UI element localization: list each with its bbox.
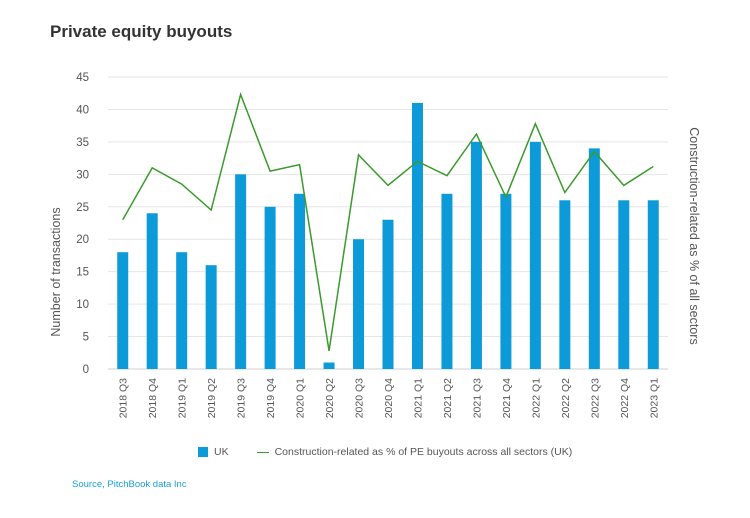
x-tick-label: 2021 Q4	[501, 378, 513, 418]
bar-uk	[529, 141, 541, 369]
source-note: Source, PitchBook data Inc	[72, 479, 187, 490]
bar-uk	[117, 252, 129, 369]
y-tick-label: 25	[76, 202, 89, 214]
y-tick-label: 30	[76, 169, 89, 181]
x-tick-label: 2021 Q2	[442, 378, 454, 418]
bar-uk	[618, 200, 630, 369]
x-tick-label: 2019 Q3	[236, 378, 248, 418]
bar-uk	[647, 200, 659, 369]
x-tick-label: 2018 Q4	[147, 378, 159, 418]
bar-uk	[176, 252, 188, 369]
x-tick-label: 2023 Q1	[648, 378, 660, 418]
x-tick-label: 2020 Q3	[354, 378, 366, 418]
y-tick-label: 0	[83, 364, 89, 376]
line-construction-share	[122, 92, 654, 351]
x-tick-label: 2020 Q4	[383, 378, 395, 418]
y-tick-label: 5	[83, 332, 89, 344]
bar-uk	[235, 174, 247, 369]
bar-uk	[411, 102, 423, 369]
legend-item-uk: UK	[198, 446, 229, 458]
bar-uk	[588, 148, 600, 369]
bar-uk	[559, 200, 571, 369]
y-tick-label: 45	[76, 72, 89, 84]
bar-uk	[441, 193, 453, 369]
legend-label-uk: UK	[214, 446, 229, 458]
x-tick-label: 2018 Q3	[118, 378, 130, 418]
y-tick-label: 20	[76, 234, 89, 246]
y-tick-label: 15	[76, 267, 89, 279]
legend-swatch-bar	[198, 447, 208, 457]
bar-uk	[323, 362, 335, 369]
x-tick-label: 2022 Q1	[530, 378, 542, 418]
x-tick-label: 2022 Q3	[589, 378, 601, 418]
bar-uk	[353, 239, 365, 369]
legend-swatch-line	[256, 451, 269, 453]
bar-uk	[294, 193, 306, 369]
x-tick-label: 2022 Q4	[619, 378, 631, 418]
bar-uk	[146, 213, 158, 369]
bar-uk	[470, 141, 482, 369]
chart-title: Private equity buyouts	[50, 22, 233, 41]
y-tick-label: 35	[76, 137, 89, 149]
legend-item-line: Construction-related as % of PE buyouts …	[256, 446, 573, 458]
bar-uk	[500, 193, 512, 369]
x-tick-label: 2020 Q2	[324, 378, 336, 418]
x-tick-label: 2019 Q2	[206, 378, 218, 418]
legend-label-line: Construction-related as % of PE buyouts …	[274, 446, 573, 458]
y-tick-label: 40	[76, 104, 89, 116]
x-tick-label: 2020 Q1	[295, 378, 307, 418]
x-tick-label: 2022 Q2	[560, 378, 572, 418]
x-tick-label: 2021 Q3	[471, 378, 483, 418]
legend: UK Construction-related as % of PE buyou…	[198, 446, 600, 458]
x-tick-label: 2021 Q1	[412, 378, 424, 418]
x-tick-label: 2019 Q1	[177, 378, 189, 418]
bar-uk	[264, 206, 276, 369]
bar-uk	[382, 219, 394, 369]
x-tick-label: 2019 Q4	[265, 378, 277, 418]
y-tick-label: 10	[76, 299, 89, 311]
bar-uk	[205, 265, 217, 369]
